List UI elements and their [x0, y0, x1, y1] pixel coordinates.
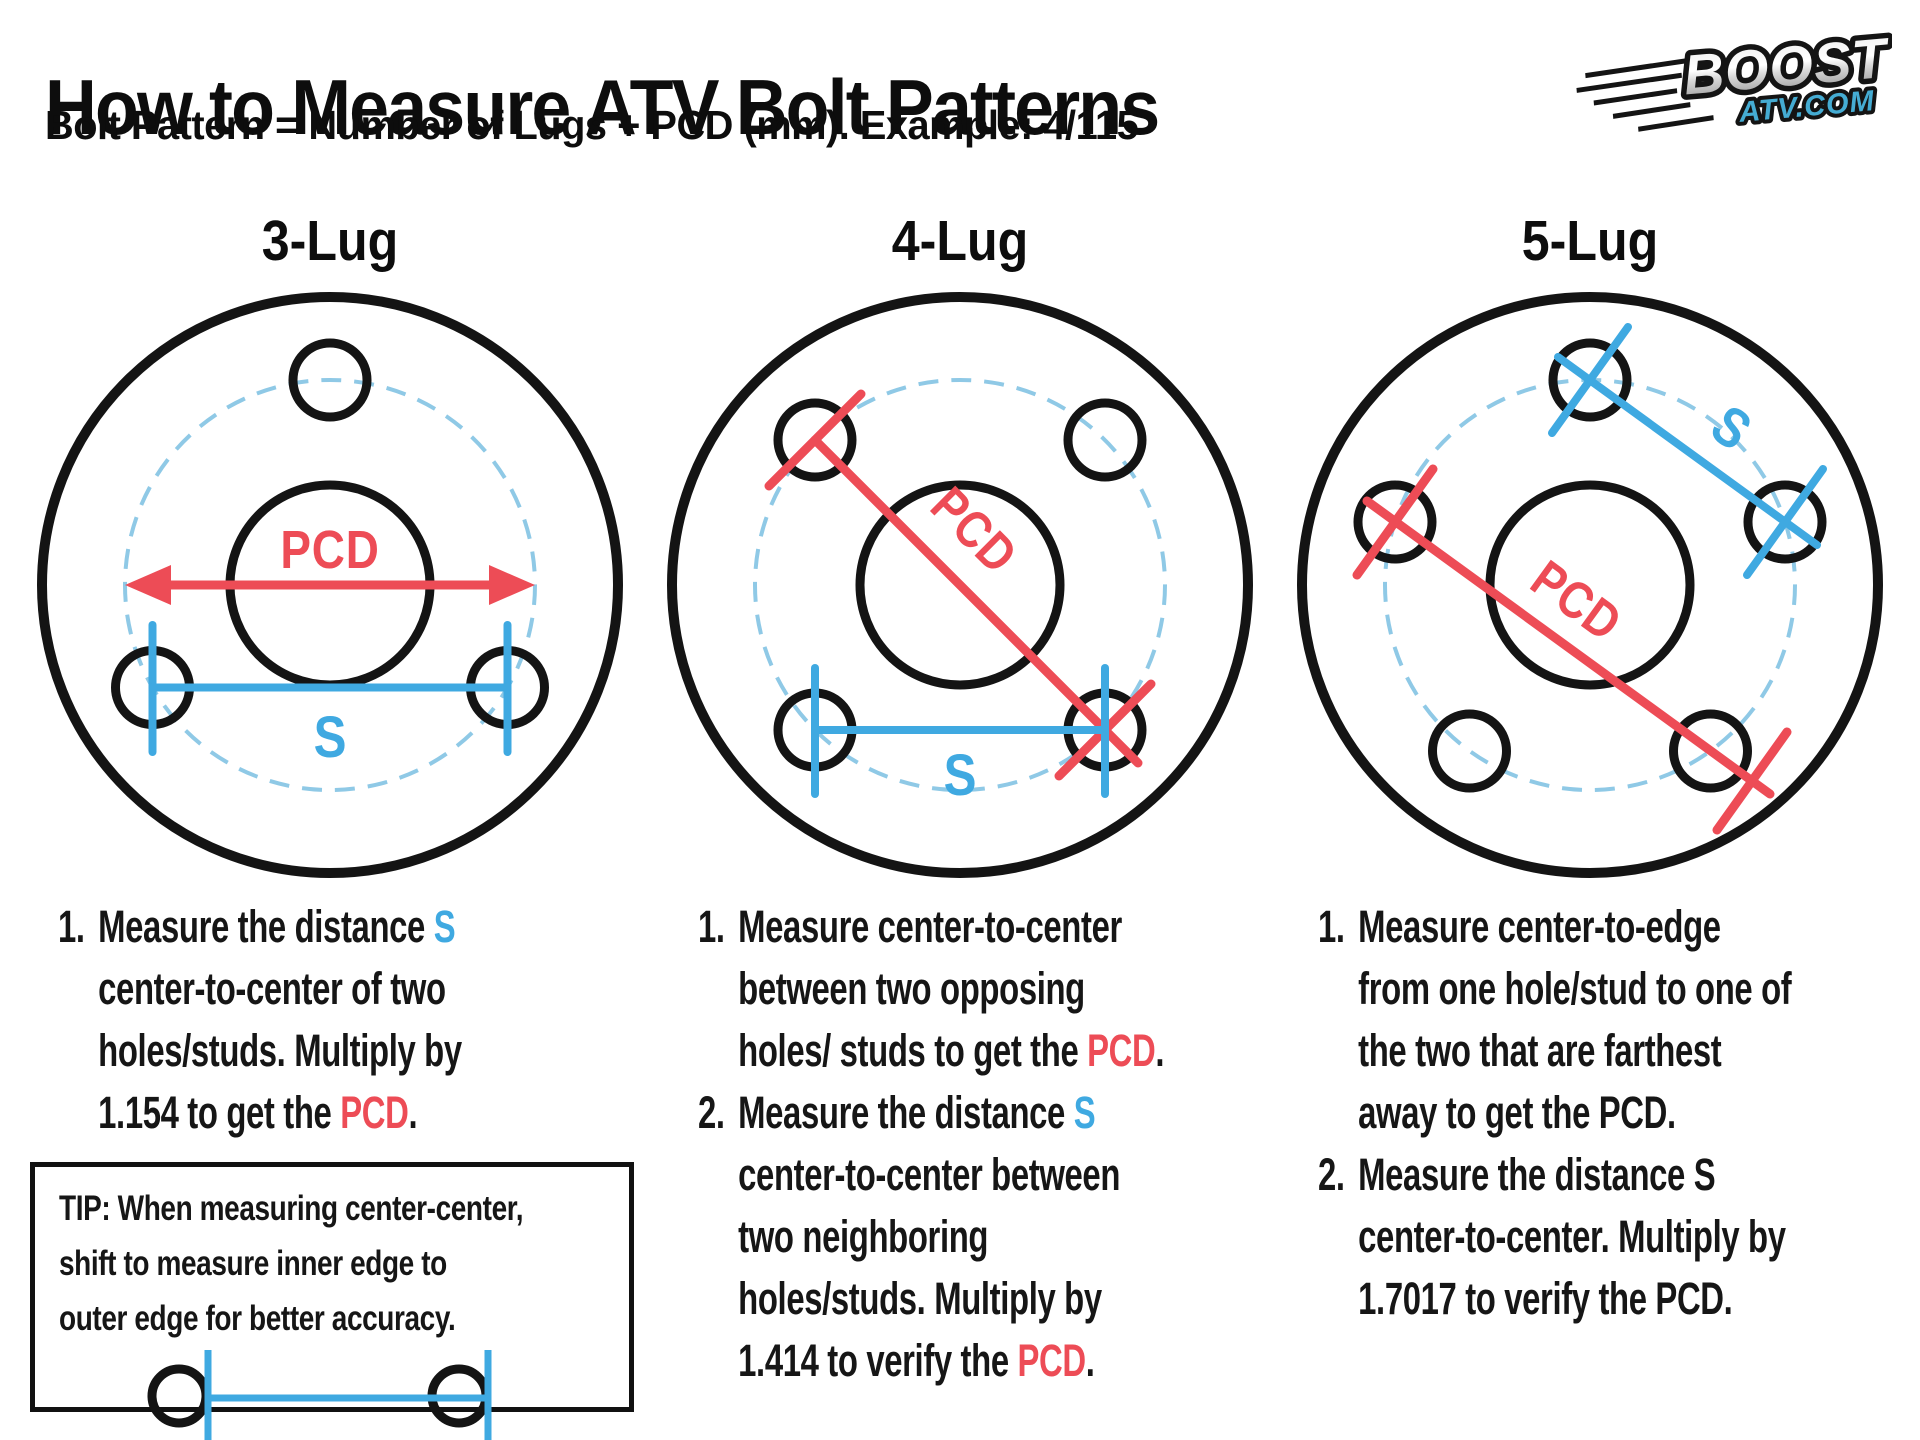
lug-hole	[1548, 338, 1632, 422]
s-label: S	[314, 705, 347, 770]
pcd-arrowhead-left-icon	[125, 565, 171, 605]
tip-text: TIP: When measuring center-center, shift …	[59, 1181, 629, 1346]
text-segment: .	[1155, 1025, 1165, 1076]
instructions-column-5lug: 1. Measure center-to-edge from one hole/st…	[1318, 896, 1887, 1330]
diagram-label-4lug: 4-Lug	[891, 209, 1029, 273]
text-segment: 1.414 to verify the	[738, 1335, 1018, 1386]
text-segment: 1.154 to get the	[98, 1087, 341, 1138]
instruction-text: Measure center-to-center between two oppo…	[738, 901, 1164, 1076]
wheel-diagram-5lug: S PCD	[1297, 292, 1883, 878]
lug-hole	[1743, 480, 1827, 564]
pcd-measure-line	[1362, 496, 1775, 799]
diagram-label-5lug: 5-Lug	[1521, 209, 1659, 273]
text-segment: the two that are farthest	[1358, 1025, 1722, 1076]
text-segment: center-to-center between	[738, 1149, 1121, 1200]
tip-box: TIP: When measuring center-center, shift …	[30, 1162, 634, 1440]
pcd-measure-line	[810, 435, 1143, 768]
text-segment: outer edge for better accuracy.	[59, 1299, 456, 1338]
text-segment: TIP: When measuring center-center,	[59, 1189, 524, 1228]
logo-speed-line-icon	[1585, 58, 1687, 79]
item-number: 2.	[698, 1087, 725, 1138]
pcd-arrowhead-right-icon	[489, 565, 535, 605]
lug-hole	[1669, 709, 1752, 793]
lug-hole	[288, 338, 372, 422]
text-segment: away to get the PCD.	[1358, 1087, 1676, 1138]
text-segment: center-to-center of two	[98, 963, 446, 1014]
text-segment: PCD	[340, 1087, 409, 1138]
text-segment: PCD	[1017, 1335, 1087, 1386]
text-segment: PCD	[1087, 1025, 1156, 1076]
text-segment: holes/studs. Multiply by	[98, 1025, 462, 1076]
instruction-text: Measure center-to-edge from one hole/stud…	[1358, 901, 1792, 1138]
text-segment: between two opposing	[738, 963, 1085, 1014]
text-segment: 1.7017 to verify the PCD.	[1358, 1273, 1733, 1324]
logo-speed-line-icon	[1638, 115, 1714, 132]
logo-group: BOOST ATV.COM	[1576, 20, 1899, 133]
logo-speed-line-icon	[1593, 88, 1678, 106]
item-number: 1.	[698, 901, 725, 952]
item-number: 1.	[1318, 901, 1345, 952]
s-tick-end	[1743, 465, 1827, 579]
instruction-item: 1. Measure center-to-edge from one hole/st…	[1318, 896, 1887, 1144]
pcd-label: PCD	[1520, 549, 1632, 652]
s-measure-line	[1554, 353, 1821, 549]
text-segment: Measure center-to-center	[738, 901, 1122, 952]
instructions-column-4lug: 1. Measure center-to-center between two op…	[698, 896, 1267, 1392]
text-segment: Measure the distance	[738, 1087, 1074, 1138]
pcd-label: PCD	[280, 520, 379, 580]
item-number: 1.	[58, 901, 85, 952]
text-segment: two neighboring	[738, 1211, 989, 1262]
logo-speed-line-icon	[1576, 72, 1682, 93]
tip-measurement-figure	[147, 1350, 492, 1440]
text-segment: center-to-center. Multiply by	[1358, 1211, 1786, 1262]
wheel-diagram-3lug: PCD S	[37, 292, 623, 878]
wheel-rim-circle	[1297, 292, 1883, 878]
wheel-rim-circle	[667, 292, 1253, 878]
pcd-tick-start	[764, 389, 866, 491]
s-label: S	[944, 743, 977, 808]
text-segment: S	[1073, 1087, 1096, 1138]
text-segment: holes/studs. Multiply by	[738, 1273, 1102, 1324]
text-segment: Measure center-to-edge	[1358, 901, 1721, 952]
text-segment: from one hole/stud to one of	[1358, 963, 1792, 1014]
logo-speed-line-icon	[1612, 102, 1691, 119]
lug-hole	[773, 398, 857, 482]
text-segment: .	[1085, 1335, 1095, 1386]
pcd-tick-start	[1352, 464, 1438, 580]
page-subtitle: Bolt Pattern = Number of Lugs + PCD (mm)…	[45, 102, 1139, 148]
text-segment: Measure the distance S	[1358, 1149, 1716, 1200]
s-tick-start	[1548, 323, 1632, 437]
wheel-rim-circle	[37, 292, 623, 878]
wheel-diagram-4lug: PCD S	[667, 292, 1253, 878]
text-segment: .	[408, 1087, 418, 1138]
instruction-item: 1. Measure center-to-center between two op…	[698, 896, 1267, 1082]
pcd-dashed-circle	[753, 378, 1167, 792]
text-segment: holes/ studs to get the	[738, 1025, 1088, 1076]
instruction-item: 2. Measure the distance S center-to-center…	[1318, 1144, 1887, 1330]
text-segment: shift to measure inner edge to	[59, 1244, 447, 1283]
page-title: How to Measure ATV Bolt Patterns	[45, 63, 1160, 152]
lug-hole	[1063, 398, 1147, 482]
logo-graphic: BOOST ATV.COM	[1576, 20, 1899, 133]
s-label: S	[1700, 394, 1762, 463]
center-bore-circle	[855, 480, 1065, 690]
lug-hole	[1428, 709, 1511, 793]
tip-hole-left	[147, 1364, 211, 1428]
text-segment: Measure the distance	[98, 901, 434, 952]
boostatv-logo: BOOST ATV.COM	[1576, 16, 1899, 134]
pcd-tick-end	[1712, 727, 1792, 835]
item-number: 2.	[1318, 1149, 1345, 1200]
lug-hole	[1353, 480, 1437, 564]
instruction-text: Measure the distance S center-to-center. …	[1358, 1149, 1786, 1324]
diagram-label-3lug: 3-Lug	[261, 209, 399, 273]
text-segment: S	[433, 901, 456, 952]
